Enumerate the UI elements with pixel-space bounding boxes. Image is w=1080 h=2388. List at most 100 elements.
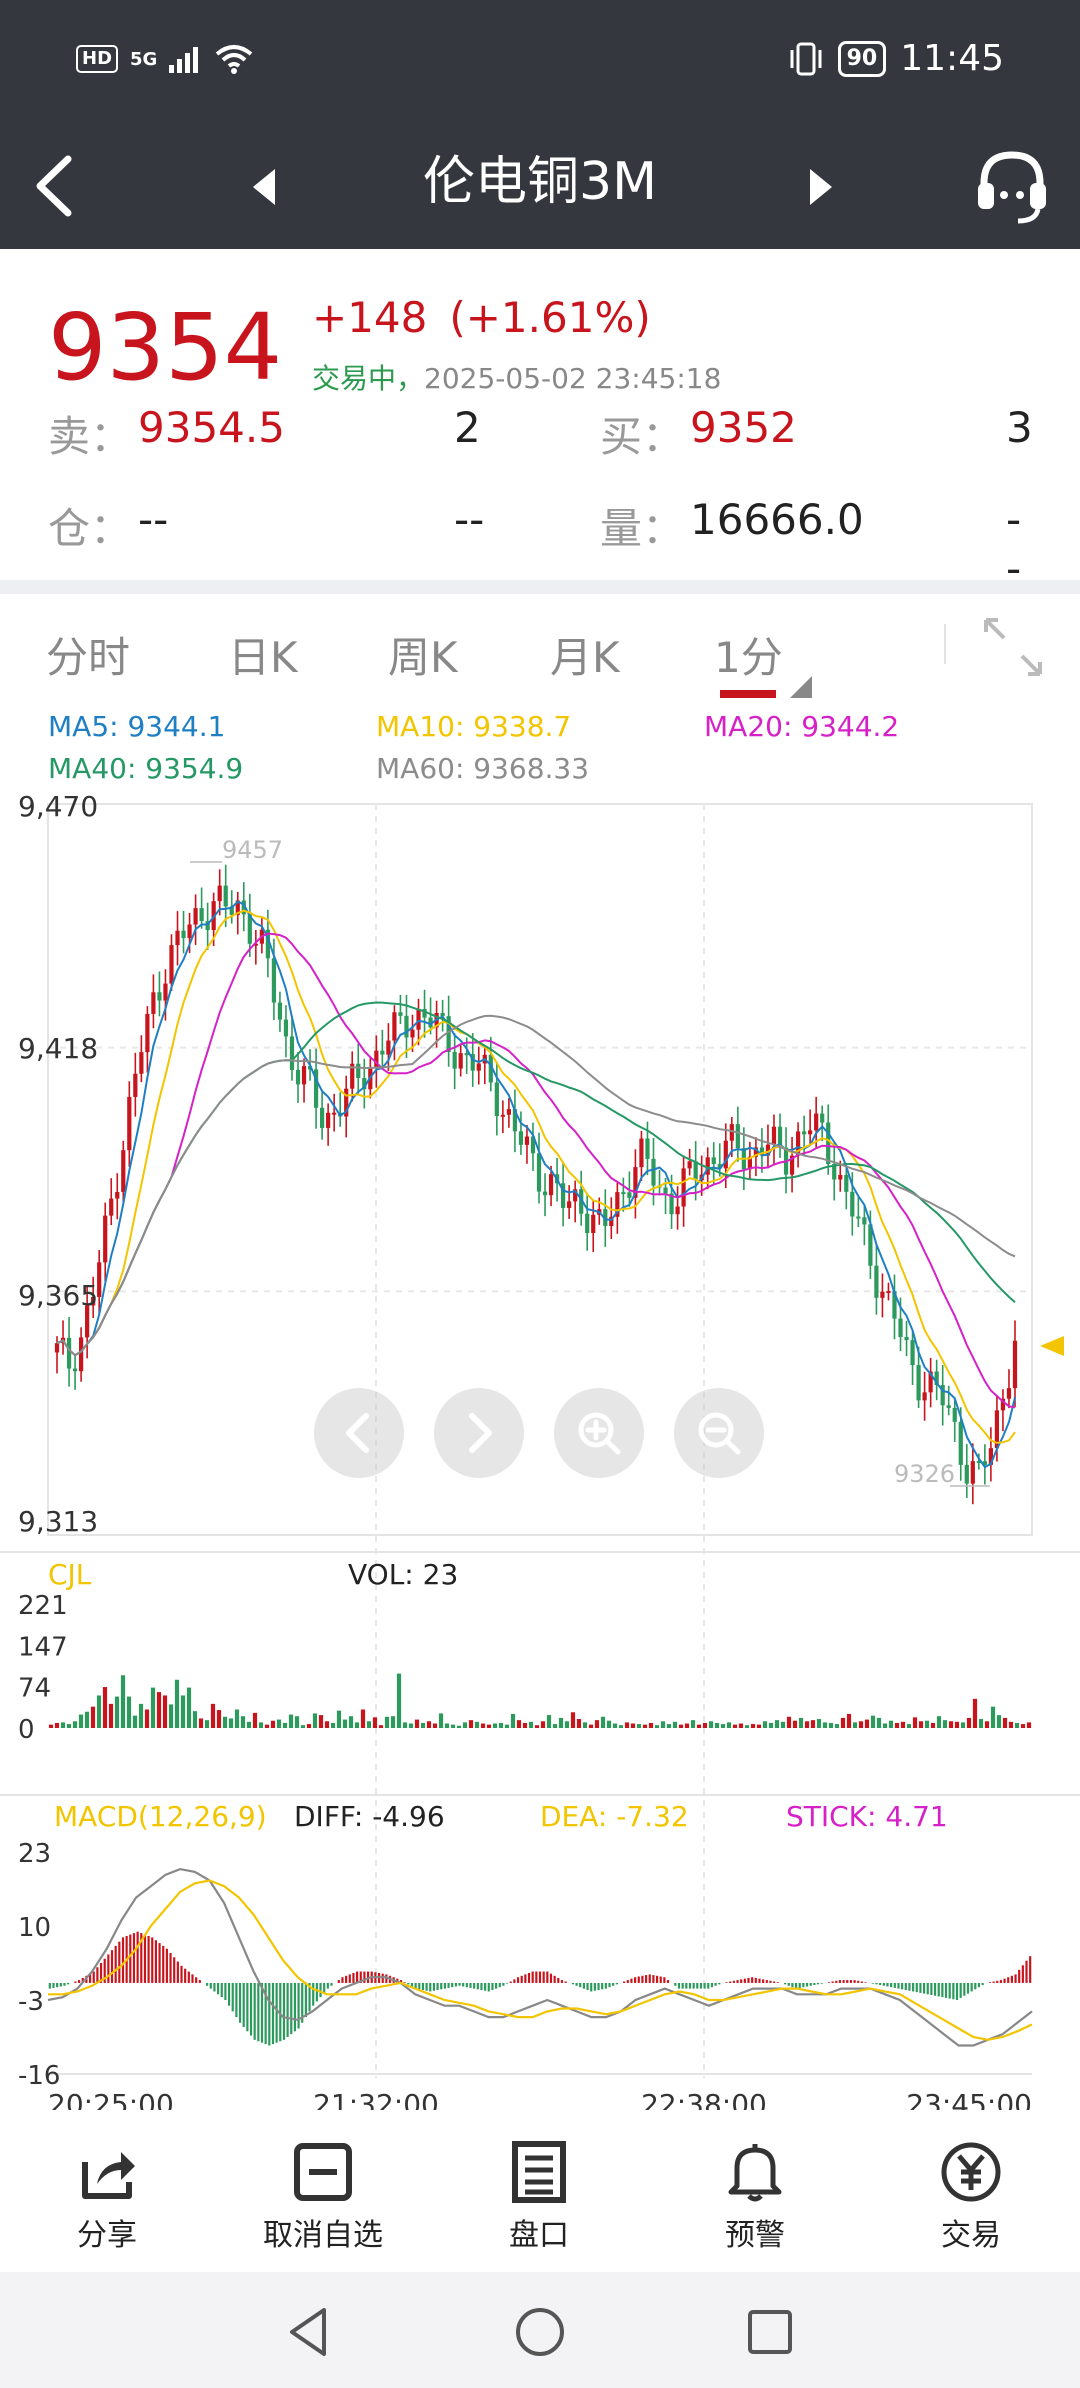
candle-down <box>585 1213 590 1234</box>
kline-chart[interactable]: 9,470 9,418 9,365 9,313 9457 9326 221 147 74 0 23 1… <box>0 780 1080 2110</box>
volume-bar <box>864 1719 870 1728</box>
tab-1min[interactable]: 1分 <box>714 633 783 682</box>
position-value: -- <box>138 495 169 544</box>
candle-down <box>320 1107 325 1128</box>
volume-bar <box>378 1725 384 1728</box>
volume-bar <box>870 1715 876 1728</box>
system-nav-bar <box>0 2272 1080 2388</box>
volume-bar <box>246 1721 252 1728</box>
candle-down <box>356 1063 361 1078</box>
macd-tick-label: 23 <box>18 1839 51 1869</box>
chevron-right-icon <box>469 1413 492 1453</box>
chevron-left-icon <box>346 1413 369 1453</box>
volume-bar <box>294 1716 300 1728</box>
candle-up <box>814 1113 819 1131</box>
candle-up <box>687 1161 692 1169</box>
ma40-line <box>56 1001 1016 1357</box>
volume-bar <box>666 1724 672 1728</box>
tab-dropdown-icon[interactable] <box>790 676 812 698</box>
volume-bar <box>78 1714 84 1728</box>
volume-bar <box>360 1709 366 1728</box>
candle-up <box>187 924 192 939</box>
macd-tick-label: -3 <box>18 1987 44 2017</box>
alert-button[interactable]: 预警 <box>670 2140 840 2254</box>
candle-up <box>880 1291 885 1298</box>
tab-monthly-k[interactable]: 月K <box>550 633 620 682</box>
volume-bar <box>810 1720 816 1728</box>
volume-bar <box>930 1722 936 1728</box>
volume-bar <box>732 1724 738 1728</box>
candle-up <box>886 1291 891 1294</box>
volume-indicator-name[interactable]: CJL <box>48 1558 92 1591</box>
candle-down <box>72 1368 78 1372</box>
candle-up <box>524 1136 530 1145</box>
tab-daily-k[interactable]: 日K <box>228 633 298 682</box>
macd-diff: DIFF: -4.96 <box>294 1800 445 1833</box>
volume-bar <box>456 1725 462 1728</box>
next-contract-icon[interactable] <box>800 165 840 209</box>
ma40-legend: MA40: 9354.9 <box>48 752 244 785</box>
candle-down <box>826 1122 831 1164</box>
volume-bar <box>528 1721 534 1728</box>
candle-down <box>934 1371 939 1386</box>
candle-down <box>759 1147 765 1156</box>
remove-watchlist-button[interactable]: 取消自选 <box>238 2140 408 2254</box>
candle-down <box>832 1163 837 1180</box>
volume-bar <box>738 1723 744 1728</box>
tab-timeshare[interactable]: 分时 <box>46 633 131 682</box>
volume-bar <box>366 1721 372 1728</box>
candle-down <box>892 1291 897 1319</box>
macd-tick-label: 10 <box>18 1913 51 1943</box>
zoom-in-icon <box>578 1412 621 1455</box>
candle-up <box>765 1144 771 1156</box>
volume-tick-label: 221 <box>18 1591 68 1621</box>
back-arrow-icon[interactable] <box>26 151 86 221</box>
fullscreen-icon[interactable] <box>980 614 1046 680</box>
candle-up <box>753 1147 759 1157</box>
macd-lines <box>47 1867 1033 2047</box>
zoom-in-button[interactable] <box>554 1388 644 1478</box>
prev-contract-icon[interactable] <box>245 165 285 209</box>
zoom-out-button[interactable] <box>674 1388 764 1478</box>
scroll-left-button[interactable] <box>314 1388 404 1478</box>
candle-up <box>332 1112 337 1115</box>
volume-bar <box>558 1717 564 1728</box>
candle-up <box>115 1191 120 1199</box>
volume-bar <box>438 1713 444 1728</box>
volume-bar <box>1008 1721 1014 1728</box>
nav-home-icon[interactable] <box>510 2302 570 2362</box>
trade-button[interactable]: 交易 <box>886 2140 1056 2254</box>
nav-recents-icon[interactable] <box>740 2302 800 2362</box>
volume-bar <box>450 1724 456 1728</box>
customer-service-icon[interactable] <box>970 143 1054 227</box>
trading-state: 交易中， <box>312 362 425 395</box>
candle-down <box>717 1164 722 1169</box>
candle-down <box>904 1336 909 1341</box>
volume-bar <box>108 1703 114 1728</box>
candle-down <box>277 1002 283 1020</box>
candle-up <box>747 1156 752 1170</box>
ma20-line <box>56 932 1016 1409</box>
scroll-right-button[interactable] <box>434 1388 524 1478</box>
macd-indicator-name[interactable]: MACD(12,26,9) <box>54 1800 267 1833</box>
candle-up <box>416 1008 421 1030</box>
bottom-action-bar: 分享 取消自选 盘口 预警 交易 <box>0 2130 1080 2270</box>
volume-bar <box>504 1724 510 1728</box>
order-book-button[interactable]: 盘口 <box>454 2140 624 2254</box>
volume-bar <box>162 1695 168 1728</box>
candle-down <box>265 929 270 959</box>
share-button[interactable]: 分享 <box>22 2140 192 2254</box>
candle-up <box>705 1157 710 1175</box>
volume-bar <box>654 1725 660 1728</box>
candle-down <box>844 1174 849 1192</box>
volume-bar <box>84 1711 90 1728</box>
volume-bar <box>624 1722 630 1728</box>
document-icon <box>512 2141 566 2203</box>
tab-weekly-k[interactable]: 周K <box>388 633 458 682</box>
candle-up <box>54 1343 60 1353</box>
volume-bar <box>198 1718 204 1728</box>
volume-bar <box>156 1692 162 1728</box>
nav-back-icon[interactable] <box>280 2302 340 2362</box>
candle-up <box>506 1109 511 1115</box>
trading-status: 交易中，2025-05-02 23:45:18 <box>312 357 721 397</box>
